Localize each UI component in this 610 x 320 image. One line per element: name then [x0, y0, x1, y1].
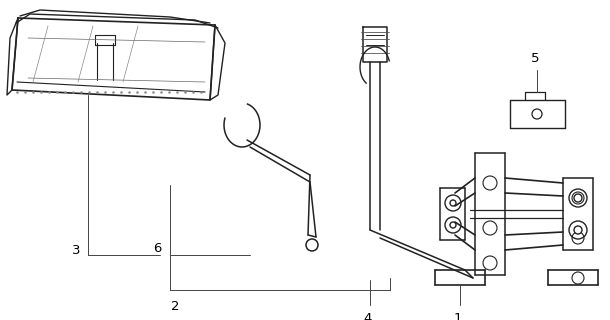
- Circle shape: [574, 226, 582, 234]
- Text: 1: 1: [454, 312, 462, 320]
- Circle shape: [574, 194, 582, 202]
- Circle shape: [450, 200, 456, 206]
- Text: 6: 6: [154, 242, 162, 254]
- Circle shape: [450, 222, 456, 228]
- Text: 3: 3: [71, 244, 80, 257]
- Text: 2: 2: [171, 300, 179, 313]
- Text: 4: 4: [364, 312, 372, 320]
- Text: 5: 5: [531, 52, 539, 65]
